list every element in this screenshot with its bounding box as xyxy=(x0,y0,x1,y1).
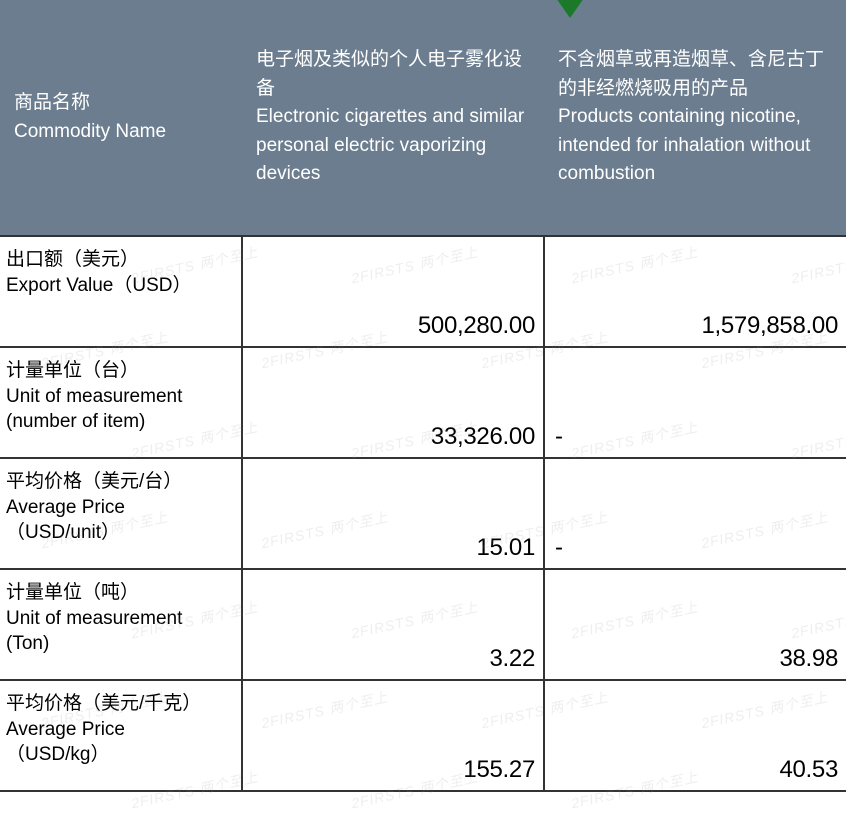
row-label: 平均价格（美元/台）Average Price （USD/unit） xyxy=(6,469,182,546)
row-value-ecig: 500,280.00 xyxy=(418,312,535,340)
row-label-cell: 平均价格（美元/千克）Average Price （USD/kg） xyxy=(0,680,242,791)
row-label-cell: 计量单位（台）Unit of measurement (number of it… xyxy=(0,347,242,458)
row-label: 出口额（美元） Export Value（USD） xyxy=(6,247,192,298)
table-header-row: 商品名称 Commodity Name 电子烟及类似的个人电子雾化设备 Elec… xyxy=(0,0,846,236)
header-col3-en: Products containing nicotine, intended f… xyxy=(558,103,832,189)
table-row: 平均价格（美元/千克）Average Price （USD/kg） 155.27… xyxy=(0,680,846,791)
row-value-ecig: 155.27 xyxy=(463,756,535,784)
row-value-ecig: 3.22 xyxy=(489,645,535,673)
row-value-cell: 155.27 xyxy=(242,680,544,791)
row-label: 计量单位（台）Unit of measurement (number of it… xyxy=(6,358,182,435)
row-value-cell: 1,579,858.00 xyxy=(544,236,846,347)
row-label-cell: 计量单位（吨）Unit of measurement (Ton) xyxy=(0,569,242,680)
row-value-cell: 33,326.00 xyxy=(242,347,544,458)
row-value-nicotine: 38.98 xyxy=(779,645,838,673)
header-cell-ecig: 电子烟及类似的个人电子雾化设备 Electronic cigarettes an… xyxy=(242,0,544,236)
row-value-nicotine: - xyxy=(555,534,563,562)
header-cell-commodity: 商品名称 Commodity Name xyxy=(0,0,242,236)
header-arrow-icon xyxy=(556,0,584,18)
row-label-cell: 出口额（美元） Export Value（USD） xyxy=(0,236,242,347)
row-value-cell: - xyxy=(544,347,846,458)
row-value-cell: 500,280.00 xyxy=(242,236,544,347)
row-value-ecig: 33,326.00 xyxy=(431,423,535,451)
table-row: 平均价格（美元/台）Average Price （USD/unit） 15.01… xyxy=(0,458,846,569)
row-label-cell: 平均价格（美元/台）Average Price （USD/unit） xyxy=(0,458,242,569)
row-label: 平均价格（美元/千克）Average Price （USD/kg） xyxy=(6,691,201,768)
row-value-nicotine: - xyxy=(555,423,563,451)
commodity-table: 商品名称 Commodity Name 电子烟及类似的个人电子雾化设备 Elec… xyxy=(0,0,846,792)
header-col2-cn: 电子烟及类似的个人电子雾化设备 xyxy=(256,46,530,103)
row-value-ecig: 15.01 xyxy=(476,534,535,562)
row-value-nicotine: 40.53 xyxy=(779,756,838,784)
row-label: 计量单位（吨）Unit of measurement (Ton) xyxy=(6,580,182,657)
row-value-cell: 38.98 xyxy=(544,569,846,680)
header-col1-cn: 商品名称 xyxy=(14,89,228,118)
header-cell-nicotine: 不含烟草或再造烟草、含尼古丁的非经燃烧吸用的产品 Products contai… xyxy=(544,0,846,236)
header-col1-en: Commodity Name xyxy=(14,118,228,147)
row-value-cell: - xyxy=(544,458,846,569)
header-col2-en: Electronic cigarettes and similar person… xyxy=(256,103,530,189)
table-row: 计量单位（吨）Unit of measurement (Ton) 3.22 38… xyxy=(0,569,846,680)
header-col3-cn: 不含烟草或再造烟草、含尼古丁的非经燃烧吸用的产品 xyxy=(558,46,832,103)
row-value-cell: 3.22 xyxy=(242,569,544,680)
row-value-cell: 15.01 xyxy=(242,458,544,569)
table-row: 出口额（美元） Export Value（USD） 500,280.00 1,5… xyxy=(0,236,846,347)
row-value-cell: 40.53 xyxy=(544,680,846,791)
table-row: 计量单位（台）Unit of measurement (number of it… xyxy=(0,347,846,458)
row-value-nicotine: 1,579,858.00 xyxy=(701,312,838,340)
